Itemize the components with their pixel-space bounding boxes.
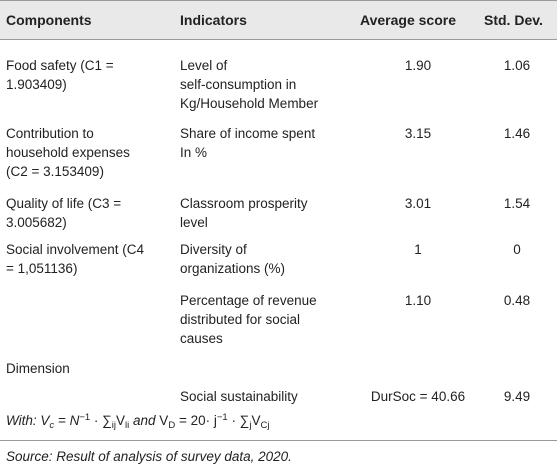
text-line: 3.005682) (6, 215, 67, 230)
text-line: Kg/Household Member (180, 96, 319, 111)
row-5-stddev: 0.48 (503, 293, 531, 308)
text-line: level (180, 215, 208, 230)
row-3-average: 3.01 (404, 196, 432, 211)
text-line: Food safety (C1 = (6, 58, 114, 73)
text-line: Social involvement (C4 (6, 242, 145, 257)
text-line: = 1,051136) (6, 261, 78, 276)
row-5-average: 1.10 (404, 293, 432, 308)
text-line: Contribution to (6, 126, 94, 141)
text-line: Quality of life (C3 = (6, 196, 122, 211)
row-4-component: Social involvement (C4 = 1,051136) (6, 240, 144, 278)
text-line: 1.903409) (6, 77, 67, 92)
formula-text: · ∑ (227, 413, 250, 428)
formula-sub: c (49, 420, 55, 431)
formula-sub: Cj (260, 420, 270, 431)
formula-v: V (40, 413, 50, 428)
text-line: Share of income spent (180, 126, 316, 141)
row-3-component: Quality of life (C3 = 3.005682) (6, 194, 121, 232)
row-4-stddev: 0 (513, 242, 521, 257)
row-1-component: Food safety (C1 = 1.903409) (6, 56, 114, 94)
source-note: Source: Result of analysis of survey dat… (6, 449, 292, 464)
header-components: Components (6, 12, 92, 28)
text-line: household expenses (6, 145, 130, 160)
formula-sup: −1 (216, 412, 228, 423)
formula-n: N (69, 413, 80, 428)
text-line: Diversity of (180, 242, 247, 257)
formula-sub: ij (111, 420, 117, 431)
formula-text: = (54, 413, 70, 428)
text-line: Classroom prosperity (180, 196, 308, 211)
table-header-row: Components Indicators Average score Std.… (0, 0, 557, 40)
row-1-indicator: Level of self-consumption in Kg/Househol… (180, 56, 318, 113)
row-3-stddev: 1.54 (503, 196, 531, 211)
text-line: causes (180, 331, 223, 346)
formula-v: V (116, 413, 126, 428)
dimension-label: Dimension (6, 361, 70, 376)
formula-v: V (159, 413, 169, 428)
dimension-stddev: 9.49 (503, 389, 531, 404)
row-2-average: 3.15 (404, 126, 432, 141)
formula-sup: −1 (79, 412, 91, 423)
text-line: self-consumption in (180, 77, 297, 92)
text-line: organizations (%) (180, 261, 286, 276)
formula-sub: D (168, 420, 176, 431)
row-5-indicator: Percentage of revenue distributed for so… (180, 291, 317, 348)
row-2-indicator: Share of income spent In % (180, 124, 315, 162)
header-std-dev: Std. Dev. (484, 12, 543, 28)
formula-note: With: Vc = N−1 · ∑ijVli and VD = 20· j−1… (6, 412, 270, 431)
table-bottom-rule (0, 440, 557, 441)
text-line: distributed for social (180, 312, 301, 327)
dimension-average: DurSoc = 40.66 (370, 389, 466, 404)
dimension-indicator: Social sustainability (180, 389, 298, 404)
row-2-stddev: 1.46 (503, 126, 531, 141)
header-average-score: Average score (360, 12, 456, 28)
formula-sub: li (125, 420, 130, 431)
row-1-stddev: 1.06 (503, 58, 531, 73)
formula-text: = 20· j (175, 413, 217, 428)
formula-text: and (129, 413, 160, 428)
formula-v: V (251, 413, 261, 428)
formula-text: · ∑ (90, 413, 112, 428)
text-line: Percentage of revenue (180, 293, 317, 308)
row-1-average: 1.90 (404, 58, 432, 73)
text-line: In % (180, 145, 208, 160)
text-line: Level of (180, 58, 228, 73)
row-4-indicator: Diversity of organizations (%) (180, 240, 285, 278)
row-4-average: 1 (414, 242, 422, 257)
row-3-indicator: Classroom prosperity level (180, 194, 308, 232)
row-2-component: Contribution to household expenses (C2 =… (6, 124, 130, 181)
text-line: (C2 = 3.153409) (6, 164, 104, 179)
header-indicators: Indicators (180, 12, 247, 28)
formula-with: With: (6, 413, 37, 428)
formula-sub: j (249, 420, 252, 431)
